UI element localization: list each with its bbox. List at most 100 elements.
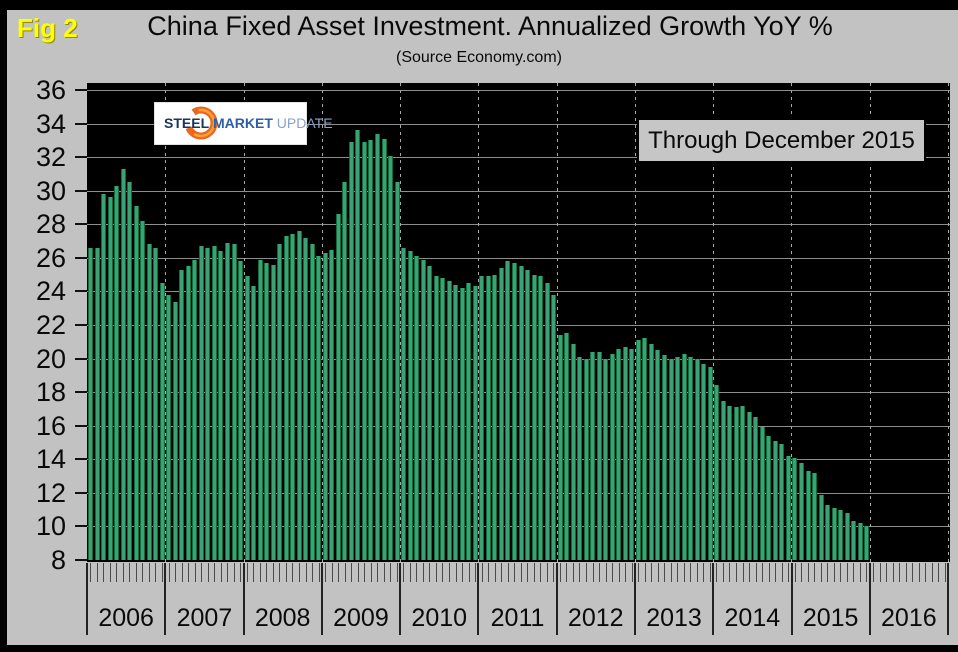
x-axis-month-tick	[579, 563, 581, 582]
bar	[335, 214, 341, 560]
bar	[694, 358, 700, 560]
x-axis-year-tick	[164, 563, 167, 635]
bar	[368, 140, 374, 560]
x-axis-month-tick	[905, 563, 907, 582]
y-axis-label: 34	[35, 108, 66, 139]
x-axis-month-tick	[931, 563, 933, 582]
bar	[577, 356, 583, 560]
y-axis-label: 22	[35, 310, 66, 340]
bar	[388, 155, 394, 560]
bar	[185, 266, 191, 560]
x-axis-month-tick	[520, 563, 522, 582]
x-axis-month-tick	[292, 563, 294, 582]
x-axis-month-tick	[657, 563, 659, 582]
x-axis-month-tick	[559, 563, 561, 582]
x-axis-month-tick	[540, 563, 542, 582]
bar	[127, 182, 133, 560]
bar	[277, 244, 283, 560]
x-axis-year-label: 2007	[176, 604, 233, 632]
bar	[361, 142, 367, 560]
y-axis-tick	[75, 256, 87, 259]
x-axis-month-tick	[233, 563, 235, 582]
x-axis-month-tick	[455, 563, 457, 582]
bar	[166, 294, 172, 560]
gridline-year-dashed	[478, 83, 479, 562]
x-axis-month-tick	[357, 563, 359, 582]
bar	[205, 247, 211, 560]
y-axis-label: 24	[35, 276, 66, 307]
x-axis-month-tick	[390, 563, 392, 582]
bar	[655, 350, 661, 560]
x-axis-month-tick	[305, 563, 307, 582]
bar	[296, 231, 302, 560]
x-axis-month-tick	[188, 563, 190, 582]
bar	[785, 455, 791, 560]
bar	[218, 251, 224, 560]
y-axis-tick	[75, 89, 87, 91]
x-axis-month-tick	[429, 563, 431, 582]
x-axis-month-tick	[325, 563, 327, 582]
x-axis-month-tick	[775, 563, 777, 582]
x-axis-month-tick	[155, 563, 157, 582]
x-axis-month-tick	[396, 563, 398, 582]
bar	[733, 407, 739, 560]
bar	[688, 356, 694, 560]
x-axis-year-label: 2006	[98, 604, 154, 632]
x-axis-month-tick	[827, 563, 829, 582]
bar	[648, 343, 654, 560]
x-axis-month-tick	[318, 563, 320, 582]
x-axis-year-label: 2008	[254, 604, 311, 632]
bar	[511, 262, 517, 560]
bar	[309, 244, 315, 560]
x-axis-month-tick	[762, 563, 764, 582]
x-axis-month-tick	[833, 563, 835, 582]
x-axis-month-tick	[422, 563, 424, 582]
x-axis-year-tick	[947, 563, 949, 635]
x-axis-month-tick	[846, 563, 848, 582]
bar	[140, 220, 146, 560]
x-axis-year-label: 2015	[802, 604, 859, 632]
bar	[479, 276, 485, 560]
bar	[472, 286, 478, 560]
x-axis-month-tick	[462, 563, 464, 582]
y-axis-tick	[75, 290, 87, 293]
x-axis-month-tick	[103, 563, 105, 582]
x-axis-month-tick	[168, 563, 170, 582]
logo-word-market: MARKET	[213, 115, 273, 131]
bar	[792, 457, 798, 560]
x-axis-month-tick	[736, 563, 737, 582]
x-axis-year-tick	[242, 563, 245, 635]
x-axis-month-tick	[690, 563, 692, 582]
x-axis-month-tick	[781, 563, 783, 582]
y-axis-label: 18	[35, 377, 66, 408]
bar	[557, 335, 563, 560]
x-axis-month-tick	[468, 563, 470, 582]
bar	[88, 247, 93, 560]
x-axis-month-tick	[383, 563, 385, 582]
bar	[518, 266, 524, 560]
x-axis-month-tick	[416, 563, 418, 582]
gridline-year-dashed	[713, 83, 714, 562]
x-axis-month-tick	[527, 563, 529, 582]
y-axis-tick	[75, 357, 87, 360]
x-axis-month-tick	[142, 563, 144, 582]
bar	[851, 521, 857, 560]
x-axis-month-tick	[501, 563, 503, 582]
annotation-box: Through December 2015	[637, 118, 926, 163]
bar	[531, 274, 537, 560]
x-axis-month-tick	[644, 563, 646, 582]
bar	[283, 236, 289, 560]
frame-border-top	[0, 0, 958, 10]
x-axis-month-tick	[135, 563, 137, 582]
bar	[329, 249, 335, 560]
bar	[720, 400, 726, 560]
bar	[753, 417, 759, 560]
gridline-year-dashed	[322, 83, 323, 562]
x-axis-month-tick	[298, 563, 300, 582]
y-axis-tick	[75, 559, 87, 561]
x-axis-year-label: 2013	[646, 604, 702, 632]
x-axis-month-tick	[742, 563, 744, 582]
bar	[179, 269, 185, 560]
bar	[355, 130, 361, 560]
x-axis-month-tick	[820, 563, 822, 582]
